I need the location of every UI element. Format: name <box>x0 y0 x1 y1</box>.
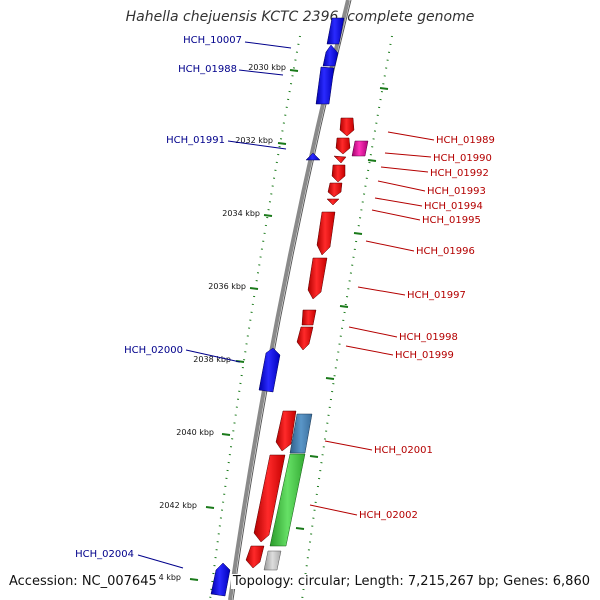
label-HCH_01993[interactable]: HCH_01993 <box>427 186 486 197</box>
gene-HCH_01991[interactable] <box>305 152 321 161</box>
label-HCH_01999[interactable]: HCH_01999 <box>395 350 454 361</box>
scale-ticks <box>189 69 389 581</box>
gene-HCH_01988[interactable] <box>322 44 339 67</box>
gene-HCH_02002[interactable] <box>253 454 286 543</box>
feature-pink[interactable] <box>351 140 369 157</box>
scale-labels: 2030 kbp 2032 kbp 2034 kbp 2036 kbp 2038… <box>143 63 286 582</box>
scale-label-2042: 2042 kbp <box>159 501 197 510</box>
label-HCH_01988[interactable]: HCH_01988 <box>178 64 237 75</box>
feature-tracks <box>263 140 369 571</box>
label-HCH_01994[interactable]: HCH_01994 <box>424 201 483 212</box>
label-HCH_01998[interactable]: HCH_01998 <box>399 332 458 343</box>
scale-label-2030: 2030 kbp <box>248 63 286 72</box>
feature-steel[interactable] <box>289 413 313 454</box>
gene-HCH_02004[interactable] <box>210 562 231 597</box>
feature-green[interactable] <box>269 453 306 547</box>
reverse-label-leaders <box>309 131 435 516</box>
map-title: Hahella chejuensis KCTC 2396, complete g… <box>125 9 475 25</box>
gene-HCH_10007[interactable] <box>326 17 345 45</box>
gene-HCH_01995[interactable] <box>326 198 340 206</box>
forward-labels: HCH_10007 HCH_01988 HCH_01991 HCH_02000 … <box>75 35 242 560</box>
label-HCH_01989[interactable]: HCH_01989 <box>436 135 495 146</box>
reverse-labels: HCH_01989 HCH_01990 HCH_01992 HCH_01993 … <box>359 135 495 521</box>
label-HCH_01997[interactable]: HCH_01997 <box>407 290 466 301</box>
label-HCH_02002[interactable]: HCH_02002 <box>359 510 418 521</box>
scale-label-2040: 2040 kbp <box>176 428 214 437</box>
label-HCH_10007[interactable]: HCH_10007 <box>183 35 242 46</box>
gene-HCH_02001[interactable] <box>275 410 297 452</box>
gene-HCH_01994[interactable] <box>327 182 343 198</box>
label-HCH_02004[interactable]: HCH_02004 <box>75 549 134 560</box>
gene-HCH_01996[interactable] <box>316 211 336 256</box>
feature-gray[interactable] <box>263 550 282 571</box>
scale-label-2036: 2036 kbp <box>208 282 246 291</box>
scale-label-2044: 2044 kbp <box>143 573 181 582</box>
accession-text: Accession: NC_007645 <box>9 574 159 589</box>
label-HCH_01996[interactable]: HCH_01996 <box>416 246 475 257</box>
label-HCH_01992[interactable]: HCH_01992 <box>430 168 489 179</box>
label-HCH_02001[interactable]: HCH_02001 <box>374 445 433 456</box>
gene-HCH_01990[interactable] <box>335 137 351 155</box>
label-HCH_01995[interactable]: HCH_01995 <box>422 215 481 226</box>
gene-HCH_01993[interactable] <box>331 164 346 183</box>
forward-label-leaders <box>137 41 292 569</box>
gene-HCH_01999[interactable] <box>296 326 314 351</box>
label-HCH_01991[interactable]: HCH_01991 <box>166 135 225 146</box>
scale-label-2032: 2032 kbp <box>235 136 273 145</box>
gene-HCH_02003[interactable] <box>245 545 265 569</box>
gene-HCH_02000[interactable] <box>258 347 281 393</box>
scale-label-2038: 2038 kbp <box>193 355 231 364</box>
reverse-genes <box>245 117 355 569</box>
gene-HCH_01998[interactable] <box>301 309 317 326</box>
scale-label-2034: 2034 kbp <box>222 209 260 218</box>
tick-track-left <box>209 35 301 600</box>
gene-HCH_01988b[interactable] <box>315 66 335 105</box>
gene-HCH_01989[interactable] <box>339 117 355 137</box>
label-HCH_02000[interactable]: HCH_02000 <box>124 345 183 356</box>
forward-genes <box>210 17 345 597</box>
label-HCH_01990[interactable]: HCH_01990 <box>433 153 492 164</box>
gene-HCH_01992[interactable] <box>333 155 347 164</box>
genome-info-text: Topology: circular; Length: 7,215,267 bp… <box>230 574 590 589</box>
gene-HCH_01997[interactable] <box>307 257 328 300</box>
